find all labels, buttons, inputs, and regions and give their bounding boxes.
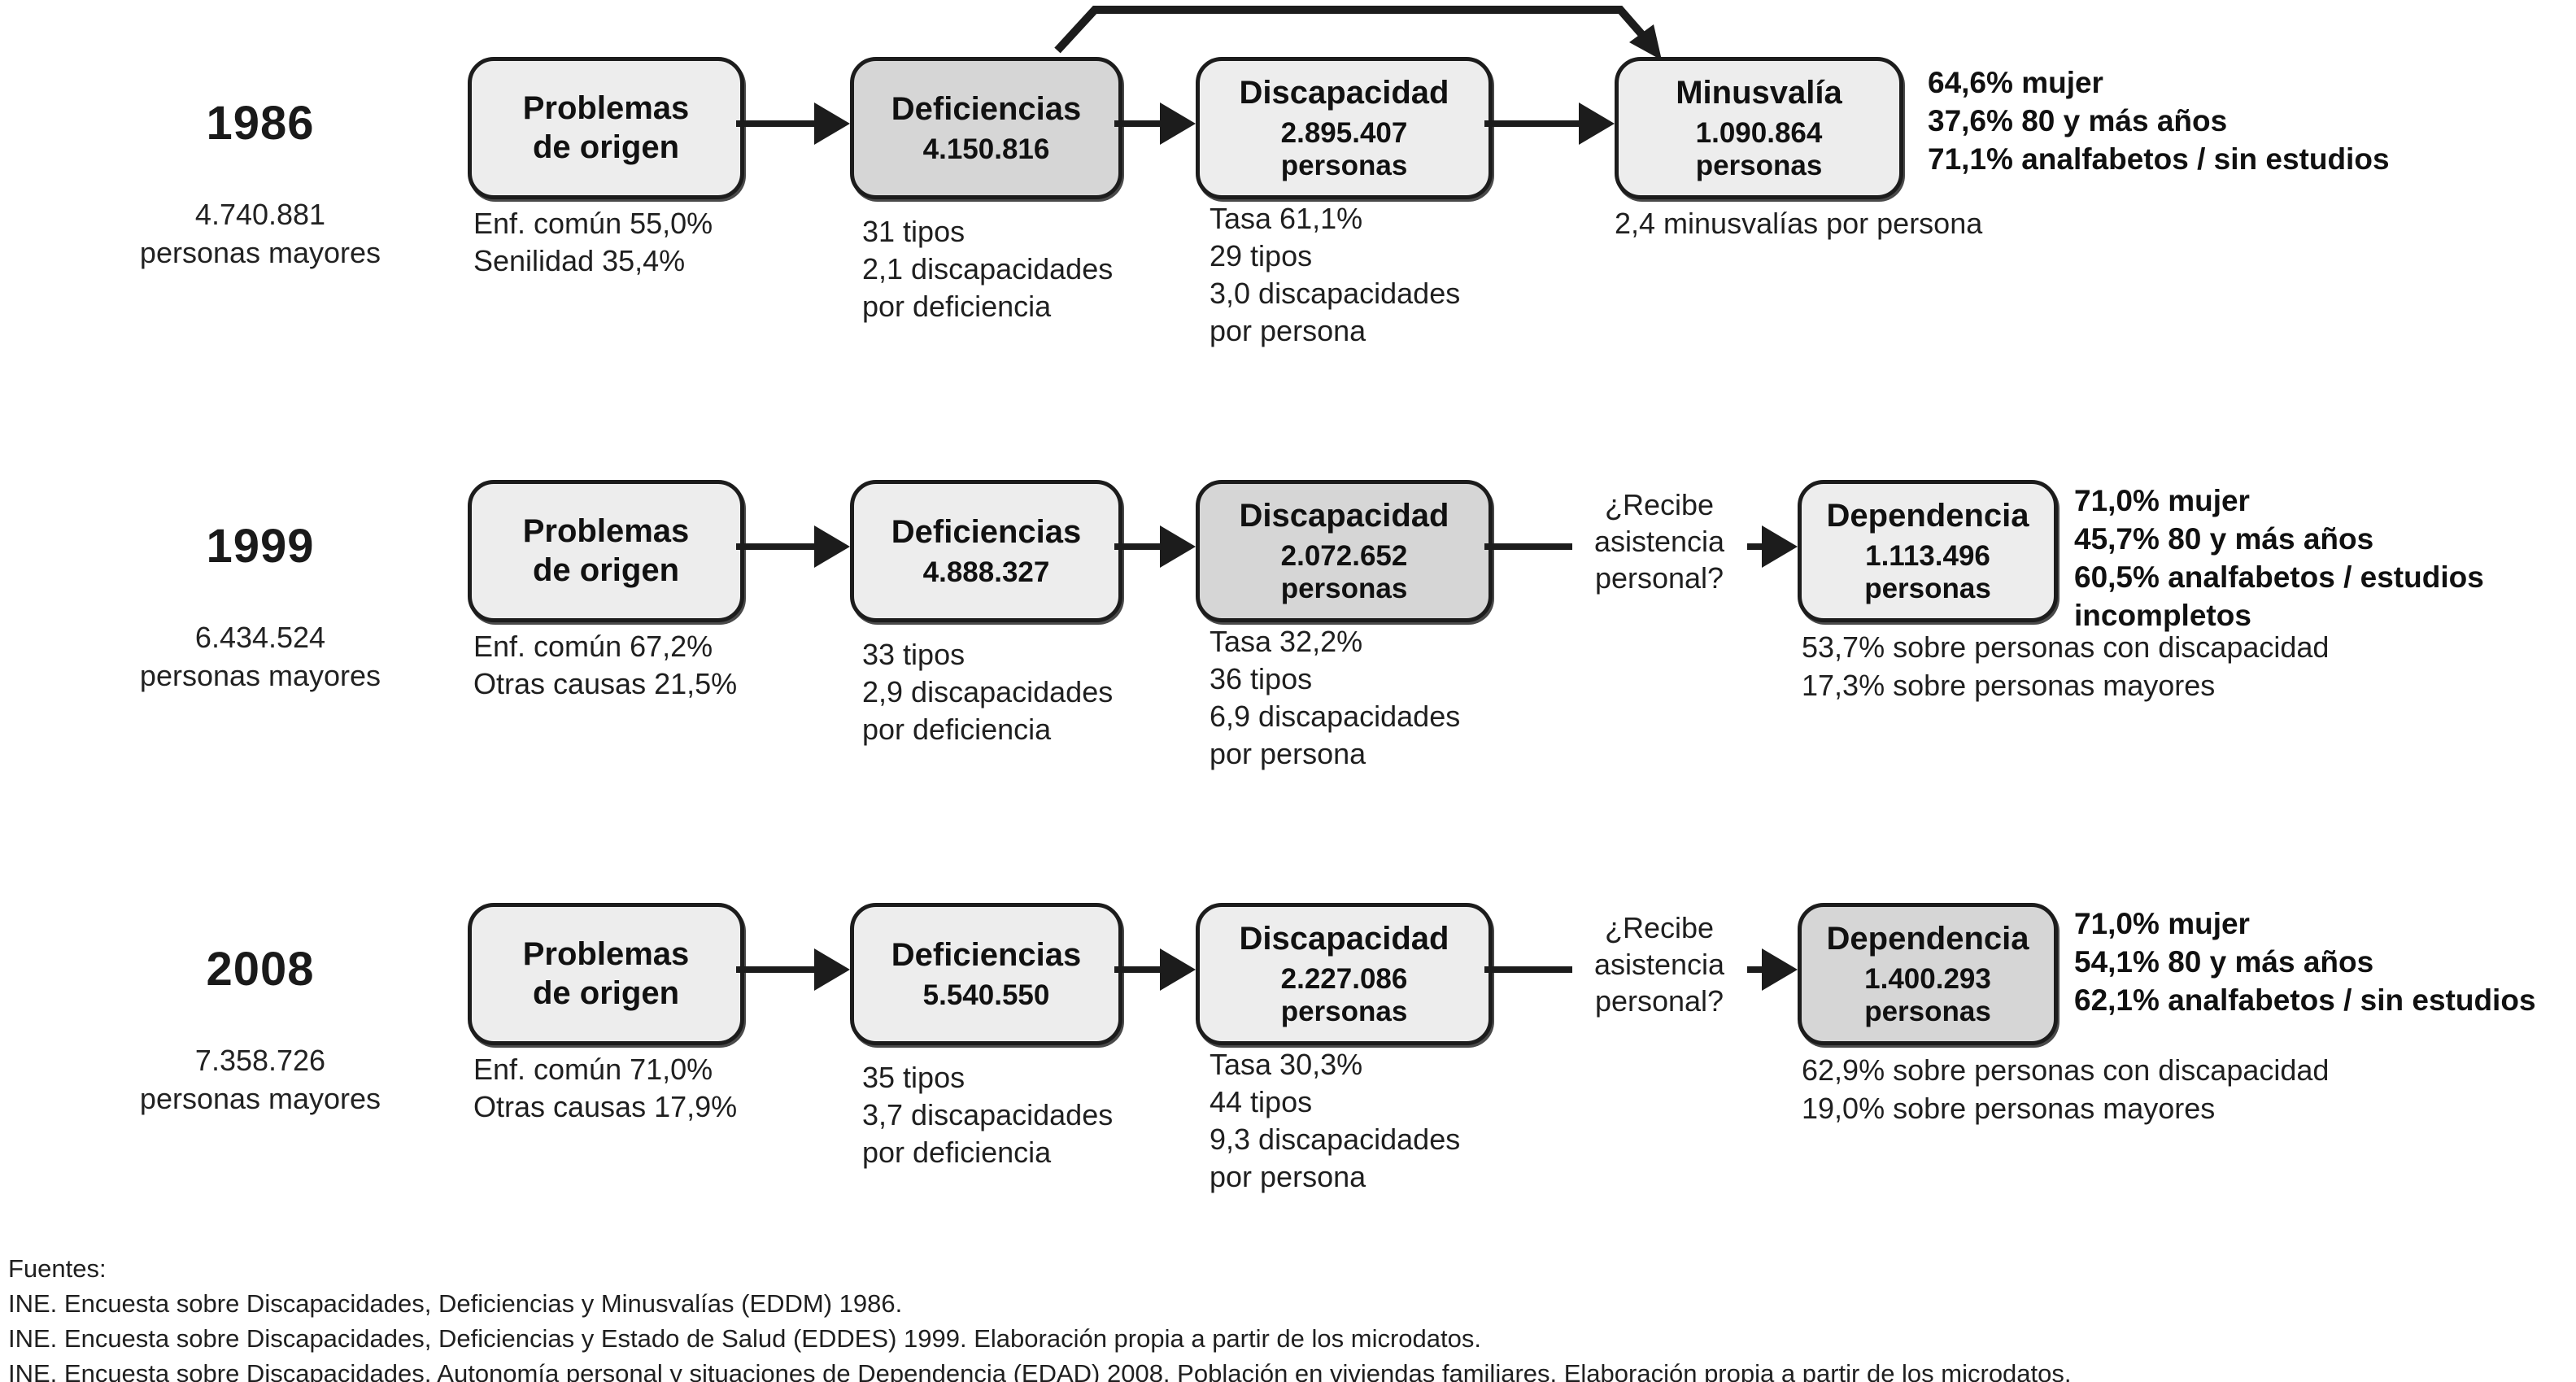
- box-value: 1.400.293: [1864, 962, 1991, 995]
- arrow-connector: [1484, 120, 1580, 127]
- arrow-head-icon: [1579, 102, 1615, 145]
- box-title: Dependencia: [1826, 921, 2029, 957]
- question-label: ¿Recibe asistencia personal?: [1593, 488, 1725, 595]
- arrow-connector: [1114, 120, 1162, 127]
- box-unit: personas: [1695, 149, 1823, 181]
- deficiencias-note: 31 tipos 2,1 discapacidades por deficien…: [862, 215, 1114, 323]
- year-label: 2008: [206, 943, 315, 996]
- box-value: 5.540.550: [922, 979, 1050, 1011]
- box-value: 2.227.086: [1280, 962, 1408, 995]
- bypass-arrow: [1054, 6, 1662, 60]
- row-2008: 2008 7.358.726 personas mayores Problema…: [0, 846, 2576, 1269]
- arrow-connector: [736, 543, 817, 550]
- arrow-head-icon: [1762, 525, 1798, 568]
- arrow-head-icon: [1160, 102, 1196, 145]
- arrow-head-icon: [1160, 525, 1196, 568]
- box-title: Deficiencias: [891, 91, 1082, 128]
- box-unit: personas: [1864, 995, 1991, 1027]
- box-problemas-origen: Problemas de origen: [468, 57, 744, 199]
- box-dependencia: Dependencia 1.400.293 personas: [1798, 903, 2058, 1045]
- box-title: Deficiencias: [891, 937, 1082, 974]
- origin-note: Enf. común 55,0% Senilidad 35,4%: [473, 207, 713, 277]
- box-discapacidad: Discapacidad 2.227.086 personas: [1196, 903, 1493, 1045]
- box-value: 4.888.327: [922, 556, 1050, 588]
- arrow-connector: [1114, 966, 1162, 973]
- box-problemas-origen: Problemas de origen: [468, 480, 744, 622]
- arrow-head-icon: [814, 948, 850, 991]
- box-value: 2.895.407: [1280, 116, 1408, 149]
- population-note: 7.358.726 personas mayores: [139, 1044, 381, 1115]
- discapacidad-note: Tasa 30,3% 44 tipos 9,3 discapacidades p…: [1210, 1048, 1461, 1193]
- arrow-connector: [1747, 543, 1768, 550]
- origin-note: Enf. común 71,0% Otras causas 17,9%: [473, 1053, 738, 1123]
- outcome-stats: 71,0% mujer 45,7% 80 y más años 60,5% an…: [2074, 484, 2484, 632]
- box-value: 4.150.816: [922, 133, 1050, 165]
- arrow-head-icon: [814, 102, 850, 145]
- arrow-connector: [1747, 966, 1768, 973]
- year-label: 1986: [206, 97, 315, 150]
- population-note: 6.434.524 personas mayores: [139, 621, 381, 692]
- arrow-head-icon: [1160, 948, 1196, 991]
- outcome-stats: 71,0% mujer 54,1% 80 y más años 62,1% an…: [2074, 907, 2536, 1017]
- discapacidad-note: Tasa 61,1% 29 tipos 3,0 discapacidades p…: [1210, 202, 1461, 347]
- box-deficiencias: Deficiencias 4.888.327: [850, 480, 1122, 622]
- box-title: Dependencia: [1826, 498, 2029, 534]
- arrow-head-icon: [814, 525, 850, 568]
- outcome-note: 62,9% sobre personas con discapacidad 19…: [1802, 1053, 2330, 1125]
- deficiencias-note: 35 tipos 3,7 discapacidades por deficien…: [862, 1061, 1114, 1169]
- box-value: 1.113.496: [1865, 539, 1990, 572]
- box-unit: personas: [1280, 149, 1408, 181]
- box-dependencia: Dependencia 1.113.496 personas: [1798, 480, 2058, 622]
- box-value: 2.072.652: [1280, 539, 1408, 572]
- box-unit: personas: [1280, 572, 1408, 604]
- box-title: Problemas de origen: [522, 90, 690, 165]
- row-1986: 1986 4.740.881 personas mayores Problema…: [0, 0, 2576, 423]
- box-title: Discapacidad: [1239, 498, 1449, 534]
- year-label: 1999: [206, 520, 315, 573]
- arrow-connector: [1114, 543, 1162, 550]
- discapacidad-note: Tasa 32,2% 36 tipos 6,9 discapacidades p…: [1210, 625, 1461, 770]
- outcome-stats: 64,6% mujer 37,6% 80 y más años 71,1% an…: [1928, 66, 2390, 176]
- box-title: Problemas de origen: [522, 936, 690, 1011]
- plain-connector: [1484, 543, 1572, 550]
- outcome-note: 2,4 minusvalías por persona: [1615, 207, 1983, 240]
- box-value: 1.090.864: [1695, 116, 1823, 149]
- box-deficiencias: Deficiencias 5.540.550: [850, 903, 1122, 1045]
- box-problemas-origen: Problemas de origen: [468, 903, 744, 1045]
- origin-note: Enf. común 67,2% Otras causas 21,5%: [473, 630, 738, 700]
- box-title: Discapacidad: [1239, 921, 1449, 957]
- box-unit: personas: [1280, 995, 1408, 1027]
- outcome-note: 53,7% sobre personas con discapacidad 17…: [1802, 630, 2330, 702]
- box-minusvalia: Minusvalía 1.090.864 personas: [1615, 57, 1903, 199]
- question-label: ¿Recibe asistencia personal?: [1593, 911, 1725, 1018]
- sources-footer: Fuentes: INE. Encuesta sobre Discapacida…: [8, 1254, 2072, 1382]
- box-unit: personas: [1864, 572, 1991, 604]
- box-title: Minusvalía: [1676, 75, 1842, 111]
- population-note: 4.740.881 personas mayores: [139, 198, 381, 269]
- box-title: Discapacidad: [1239, 75, 1449, 111]
- box-deficiencias: Deficiencias 4.150.816: [850, 57, 1122, 199]
- box-discapacidad: Discapacidad 2.072.652 personas: [1196, 480, 1493, 622]
- deficiencias-note: 33 tipos 2,9 discapacidades por deficien…: [862, 638, 1114, 746]
- arrow-connector: [736, 120, 817, 127]
- arrow-connector: [736, 966, 817, 973]
- box-discapacidad: Discapacidad 2.895.407 personas: [1196, 57, 1493, 199]
- plain-connector: [1484, 966, 1572, 973]
- row-1999: 1999 6.434.524 personas mayores Problema…: [0, 423, 2576, 846]
- arrow-head-icon: [1762, 948, 1798, 991]
- box-title: Problemas de origen: [522, 513, 690, 588]
- box-title: Deficiencias: [891, 514, 1082, 551]
